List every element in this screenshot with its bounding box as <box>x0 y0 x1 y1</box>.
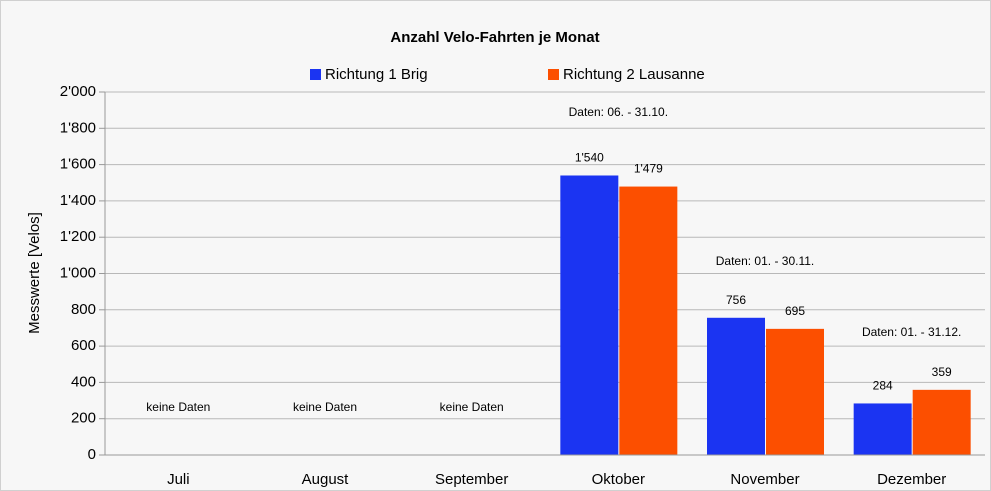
y-tick-label: 1'400 <box>60 192 96 209</box>
y-axis-label: Messwerte [Velos] <box>26 212 43 334</box>
annotation: keine Daten <box>440 400 504 414</box>
x-tick-label: August <box>302 471 350 488</box>
bar <box>912 389 971 455</box>
value-label small: 1'540 <box>575 151 604 165</box>
legend-swatch <box>548 69 559 80</box>
bar <box>853 403 912 455</box>
y-tick-label: 1'000 <box>60 264 96 281</box>
y-tick-label: 800 <box>71 301 96 318</box>
value-label small: 695 <box>785 304 805 318</box>
y-tick-label: 600 <box>71 337 96 354</box>
bar <box>707 317 765 455</box>
y-tick-label: 1'800 <box>60 119 96 136</box>
value-label small: 359 <box>932 365 952 379</box>
annotation: keine Daten <box>146 400 210 414</box>
x-tick-label: Dezember <box>877 471 946 488</box>
annotation: Daten: 01. - 31.12. <box>862 325 961 339</box>
y-tick-label: 1'600 <box>60 156 96 173</box>
value-label small: 284 <box>873 379 893 393</box>
legend-label: Richtung 1 Brig <box>325 66 428 83</box>
y-tick-label: 0 <box>88 446 96 463</box>
x-tick-label: Oktober <box>592 471 645 488</box>
y-tick-label: 400 <box>71 373 96 390</box>
value-label small: 1'479 <box>634 162 663 176</box>
bar <box>560 175 619 456</box>
legend-label: Richtung 2 Lausanne <box>563 66 705 83</box>
x-tick-label: Juli <box>167 471 190 488</box>
bar <box>619 186 678 455</box>
y-tick-label: 2'000 <box>60 83 96 100</box>
chart-title: Anzahl Velo-Fahrten je Monat <box>390 29 599 46</box>
bar <box>766 328 824 455</box>
x-tick-label: September <box>435 471 508 488</box>
annotation: Daten: 06. - 31.10. <box>569 105 668 119</box>
y-tick-label: 200 <box>71 410 96 427</box>
annotation: Daten: 01. - 30.11. <box>716 254 815 268</box>
annotation: keine Daten <box>293 400 357 414</box>
y-tick-label: 1'200 <box>60 228 96 245</box>
value-label small: 756 <box>726 293 746 307</box>
x-tick-label: November <box>730 471 799 488</box>
legend-swatch <box>310 69 321 80</box>
